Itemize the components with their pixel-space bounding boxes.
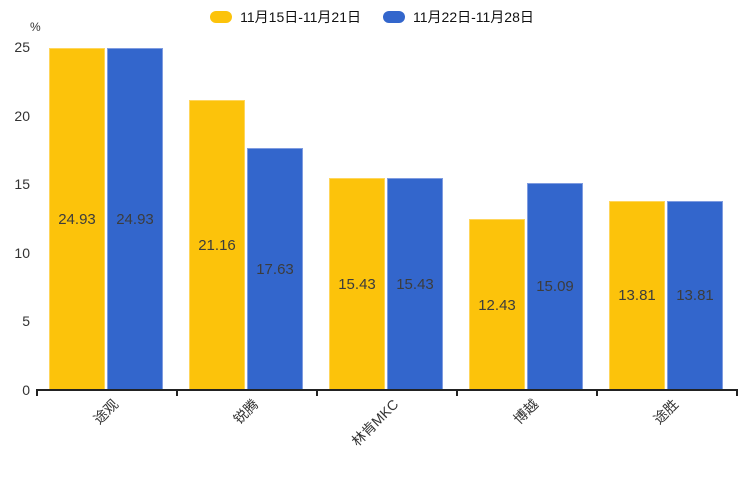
bar-series2-林肯MKC[interactable]: 15.43 [387, 178, 443, 390]
x-axis-tick [176, 391, 178, 396]
y-tick-label: 5 [22, 313, 30, 330]
bar-value-label: 24.93 [58, 210, 96, 228]
bar-value-label: 15.43 [338, 276, 376, 294]
y-tick-label: 0 [22, 382, 30, 398]
bar-series2-锐腾[interactable]: 17.63 [247, 148, 303, 390]
bar-series2-途胜[interactable]: 13.81 [667, 200, 723, 390]
legend-label-period-2: 11月22日-11月28日 [413, 9, 534, 25]
legend-label-period-1: 11月15日-11月21日 [240, 9, 361, 25]
bar-value-label: 12.43 [478, 296, 516, 314]
bar-series1-途观[interactable]: 24.93 [49, 47, 105, 390]
bar-value-label: 13.81 [618, 287, 656, 305]
legend-swatch-yellow-icon [210, 11, 233, 23]
x-axis-label: 博越 [510, 396, 542, 428]
bar-value-label: 17.63 [256, 261, 294, 279]
bar-value-label: 15.09 [536, 278, 574, 296]
bar-value-label: 24.93 [116, 210, 154, 228]
x-axis-label: 途胜 [650, 396, 682, 428]
bar-series1-林肯MKC[interactable]: 15.43 [329, 178, 385, 390]
bar-series2-博越[interactable]: 15.09 [527, 182, 583, 390]
legend-swatch-blue-icon [383, 11, 405, 23]
bar-series1-博越[interactable]: 12.43 [469, 219, 525, 390]
x-axis-tick [36, 391, 38, 396]
y-axis-unit-label: % [30, 20, 41, 34]
x-axis-tick [456, 391, 458, 396]
x-axis-tick [596, 391, 598, 396]
x-axis-tick [316, 391, 318, 396]
y-tick-label: 20 [14, 107, 30, 124]
x-axis-line [36, 389, 738, 391]
bar-value-label: 13.81 [676, 287, 714, 305]
x-axis-tick [736, 391, 738, 396]
chart-legend: 11月15日-11月21日 11月22日-11月28日 [0, 7, 744, 27]
legend-item-period-1[interactable]: 11月15日-11月21日 [210, 7, 361, 27]
legend-item-period-2[interactable]: 11月22日-11月28日 [383, 7, 534, 27]
bar-series1-途胜[interactable]: 13.81 [609, 200, 665, 390]
bar-series1-锐腾[interactable]: 21.16 [189, 99, 245, 390]
bar-value-label: 21.16 [198, 236, 236, 254]
x-axis-label: 锐腾 [230, 396, 262, 428]
x-axis-label: 途观 [90, 396, 122, 428]
y-tick-label: 25 [14, 39, 30, 55]
y-tick-label: 10 [14, 244, 30, 261]
y-tick-label: 15 [14, 176, 30, 193]
bar-value-label: 15.43 [396, 276, 434, 294]
bar-series2-途观[interactable]: 24.93 [107, 47, 163, 390]
x-axis-label: 林肯MKC [348, 396, 402, 450]
